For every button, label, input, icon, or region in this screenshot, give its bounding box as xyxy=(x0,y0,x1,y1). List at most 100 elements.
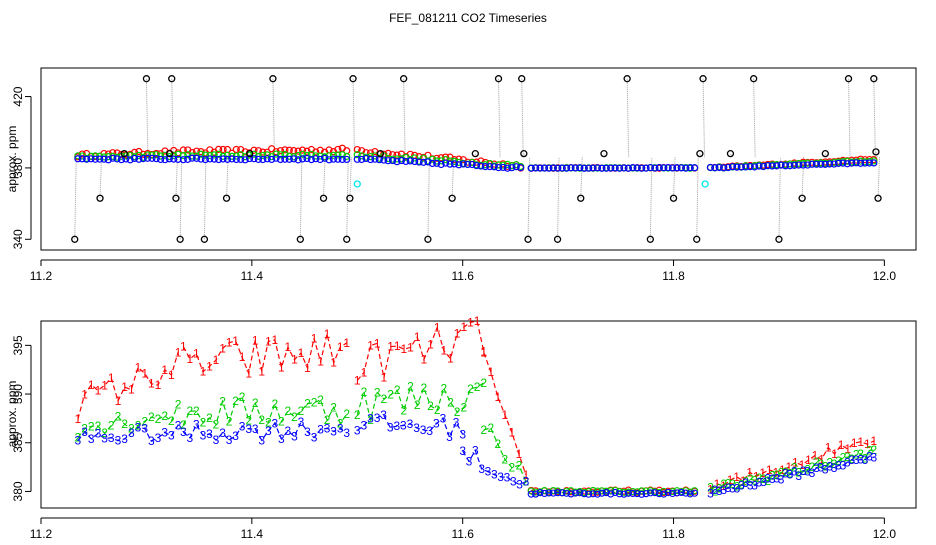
data-point-series-3 xyxy=(113,155,121,163)
outlier-drop-line xyxy=(349,157,352,199)
data-point-series-3 xyxy=(83,155,91,163)
data-point-series-2 xyxy=(184,151,192,159)
data-label-series-1: 1 xyxy=(155,378,162,392)
data-label-series-2: 2 xyxy=(81,422,88,436)
data-label-series-1: 1 xyxy=(271,333,278,347)
data-label-series-3: 3 xyxy=(219,426,226,440)
data-point-series-3 xyxy=(733,163,741,171)
data-point-series-3 xyxy=(790,161,798,169)
data-point-series-3 xyxy=(554,489,562,497)
data-label-series-3: 3 xyxy=(380,408,387,422)
y-axis-label-bottom: approx. ppm xyxy=(5,381,19,448)
data-point-series-3 xyxy=(338,155,346,164)
data-point-series-1 xyxy=(353,145,361,154)
data-label-series-2: 2 xyxy=(361,385,368,399)
data-label-series-2: 2 xyxy=(831,457,838,471)
data-label-series-2: 2 xyxy=(367,413,374,427)
data-label-series-1: 1 xyxy=(121,380,128,394)
data-label-series-2: 2 xyxy=(509,461,516,475)
data-point-series-3 xyxy=(852,159,860,167)
data-point-series-3 xyxy=(143,154,152,162)
outlier-drop-line xyxy=(352,78,356,158)
data-label-series-3: 3 xyxy=(252,422,259,436)
data-point-series-3 xyxy=(646,489,655,497)
data-point-series-3 xyxy=(821,160,829,168)
data-label-series-1: 1 xyxy=(740,474,747,488)
outlier-point xyxy=(471,149,479,158)
data-point-series-3 xyxy=(486,162,494,171)
data-label-series-2: 2 xyxy=(421,381,428,395)
data-point-series-2 xyxy=(281,150,289,159)
data-point-series-3 xyxy=(192,154,201,162)
outlier-point xyxy=(222,194,231,202)
data-label-series-1: 1 xyxy=(180,339,187,353)
data-point-series-3 xyxy=(611,164,619,172)
data-point-series-2 xyxy=(161,151,169,159)
data-label-series-1: 1 xyxy=(480,346,487,360)
data-label-series-1: 1 xyxy=(733,470,740,484)
data-point-series-3 xyxy=(607,490,615,498)
data-label-series-1: 1 xyxy=(494,390,501,404)
data-label-series-1: 1 xyxy=(324,327,331,341)
data-label-series-1: 1 xyxy=(857,435,864,449)
data-point-series-2 xyxy=(272,150,280,158)
data-label-series-3: 3 xyxy=(729,481,736,495)
data-point-series-3 xyxy=(817,160,825,168)
data-point-series-3 xyxy=(450,160,459,168)
data-label-series-1: 1 xyxy=(707,482,714,496)
outlier-drop-line xyxy=(403,78,406,158)
data-point-series-3 xyxy=(750,163,759,171)
data-label-series-2: 2 xyxy=(734,480,741,494)
data-point-series-2 xyxy=(611,486,619,494)
data-point-series-3 xyxy=(826,160,834,168)
data-point-series-1 xyxy=(298,146,307,154)
data-label-series-1: 1 xyxy=(354,374,361,388)
data-point-series-3 xyxy=(673,164,681,172)
data-label-series-1: 1 xyxy=(838,438,845,452)
data-point-series-3 xyxy=(728,163,737,171)
data-label-series-2: 2 xyxy=(317,393,324,407)
outlier-point xyxy=(176,235,184,243)
data-point-series-3 xyxy=(598,164,606,172)
outlier-point xyxy=(120,149,128,158)
data-label-series-1: 1 xyxy=(361,366,368,380)
data-point-series-3 xyxy=(397,156,406,165)
data-label-series-1: 1 xyxy=(381,371,388,385)
data-label-series-2: 2 xyxy=(101,426,108,440)
data-point-series-3 xyxy=(455,161,463,169)
data-point-series-3 xyxy=(620,164,628,172)
data-point-series-3 xyxy=(585,164,593,172)
data-label-series-3: 3 xyxy=(478,462,485,476)
data-label-series-1: 1 xyxy=(753,469,760,483)
data-label-series-2: 2 xyxy=(817,457,824,471)
data-label-series-3: 3 xyxy=(844,455,851,469)
data-point-series-3 xyxy=(402,157,410,166)
data-point-series-3 xyxy=(201,156,210,164)
data-label-series-2: 2 xyxy=(804,462,811,476)
data-point-series-1 xyxy=(477,157,485,165)
outlier-drop-line xyxy=(474,153,478,158)
data-label-series-2: 2 xyxy=(516,458,523,472)
data-label-series-3: 3 xyxy=(206,427,213,441)
data-label-series-3: 3 xyxy=(317,422,324,436)
data-point-series-3 xyxy=(576,489,584,497)
data-label-series-1: 1 xyxy=(135,361,142,375)
data-point-series-3 xyxy=(210,155,218,163)
data-label-series-1: 1 xyxy=(844,442,851,456)
flagged-point xyxy=(353,180,361,188)
data-label-series-1: 1 xyxy=(258,364,265,378)
data-label-series-3: 3 xyxy=(81,425,88,439)
data-point-series-3 xyxy=(620,490,628,498)
data-point-series-3 xyxy=(540,489,549,498)
data-point-series-3 xyxy=(174,155,182,163)
data-point-series-2 xyxy=(629,487,637,496)
outlier-point xyxy=(319,194,328,202)
outlier-drop-line xyxy=(873,78,876,158)
data-label-series-3: 3 xyxy=(265,424,272,438)
data-label-series-3: 3 xyxy=(239,419,246,433)
data-point-series-3 xyxy=(232,155,240,164)
outlier-drop-line xyxy=(74,157,77,240)
panel-top: 11.2 11.4 11.6 11.8 12.0 340 380 420 approx. p… xyxy=(5,67,917,283)
data-point-series-3 xyxy=(629,489,637,498)
data-point-series-3 xyxy=(655,490,663,498)
